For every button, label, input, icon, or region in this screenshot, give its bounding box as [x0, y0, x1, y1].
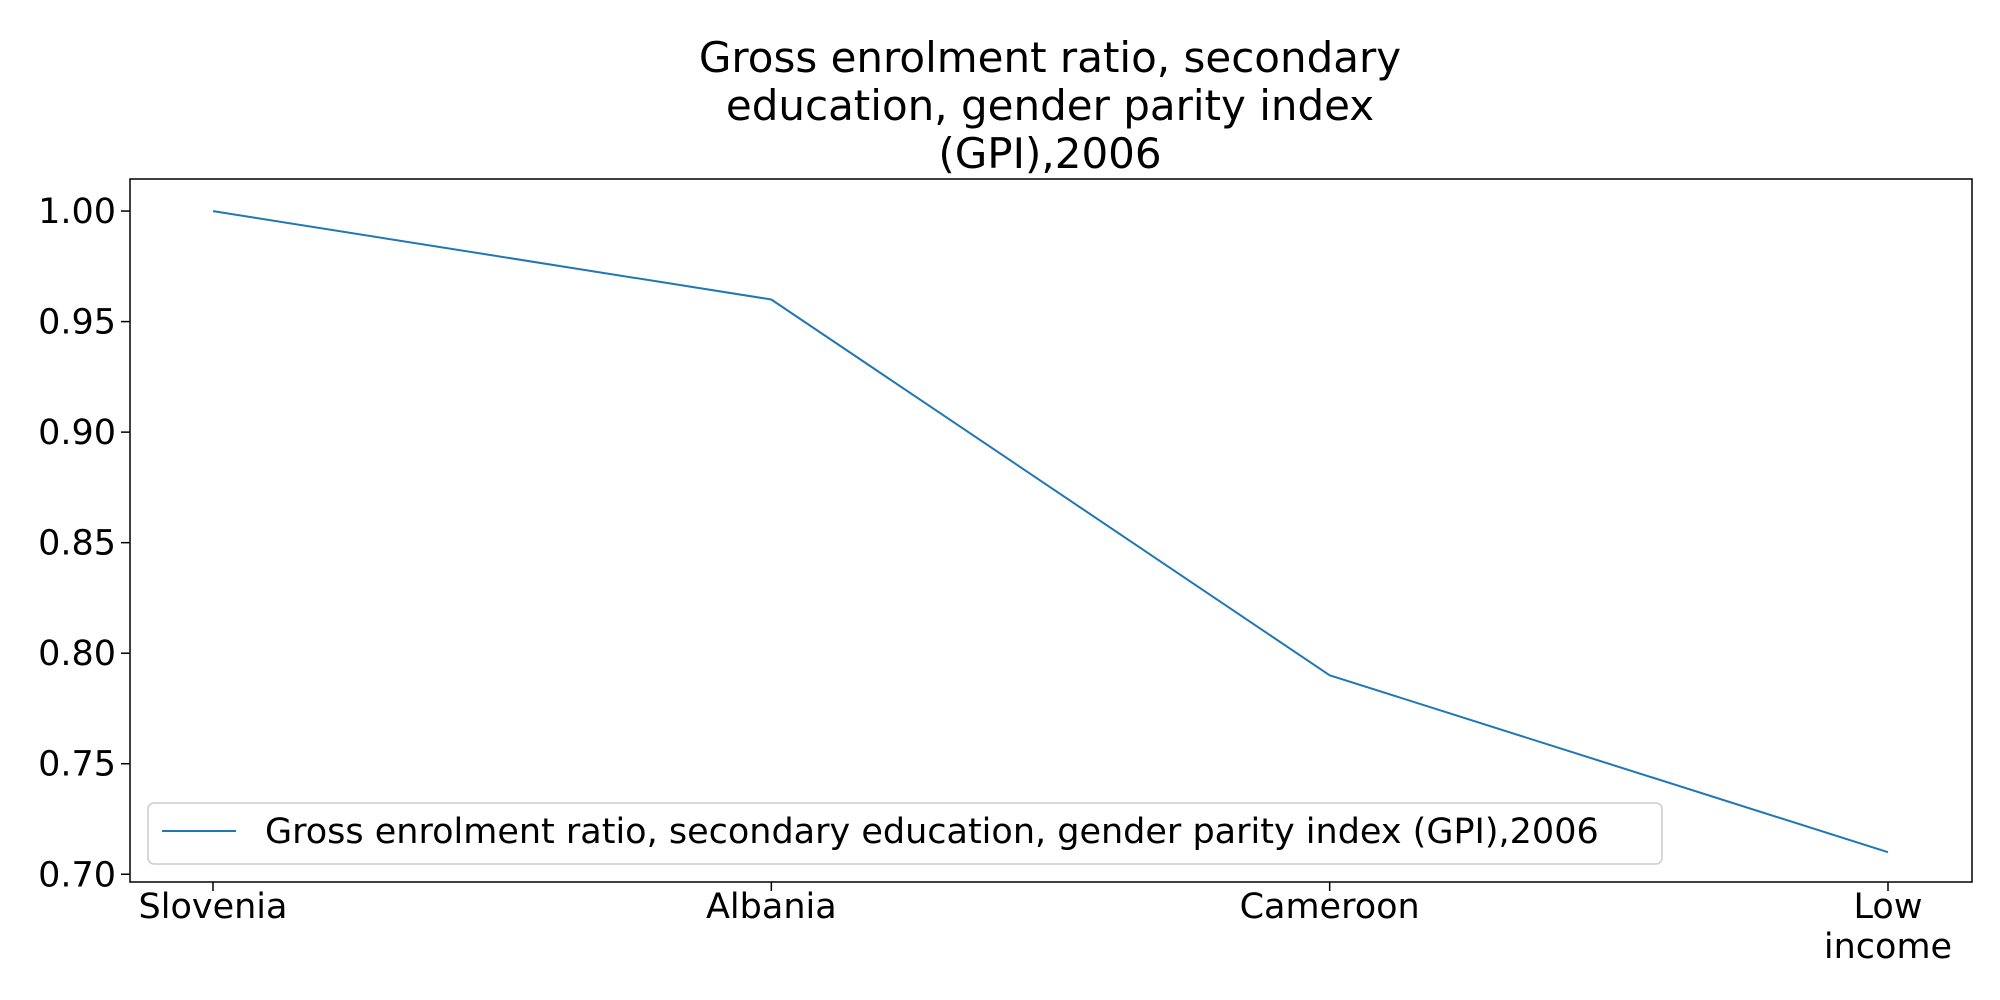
chart-title-line: (GPI),2006	[938, 129, 1161, 178]
x-tick-label: Albania	[706, 887, 837, 927]
series-line	[212, 210, 1889, 854]
y-tick-label: 1.00	[38, 192, 116, 232]
chart-title-line: Gross enrolment ratio, secondary	[699, 33, 1401, 82]
y-tick-label: 0.85	[38, 524, 116, 564]
chart-title: Gross enrolment ratio, secondaryeducatio…	[699, 33, 1401, 178]
y-tick-label: 0.70	[38, 855, 116, 895]
y-tick-label: 0.95	[38, 303, 116, 343]
legend-box	[147, 802, 1663, 865]
y-axis: 0.70 0.75 0.80 0.85 0.90 0.95 1.00	[38, 192, 130, 895]
y-tick-label: 0.90	[38, 413, 116, 453]
plot-frame	[129, 178, 1973, 883]
legend: Gross enrolment ratio, secondary educati…	[147, 802, 1663, 865]
x-tick-label: income	[1824, 927, 1952, 967]
x-tick-label: Slovenia	[139, 887, 288, 927]
legend-label: Gross enrolment ratio, secondary educati…	[265, 812, 1599, 852]
x-tick-label: Low	[1854, 887, 1923, 927]
chart-title-line: education, gender parity index	[726, 81, 1374, 130]
y-tick-label: 0.75	[38, 745, 116, 785]
x-tick-label: Cameroon	[1240, 887, 1420, 927]
y-tick-label: 0.80	[38, 634, 116, 674]
series-group	[212, 210, 1889, 854]
